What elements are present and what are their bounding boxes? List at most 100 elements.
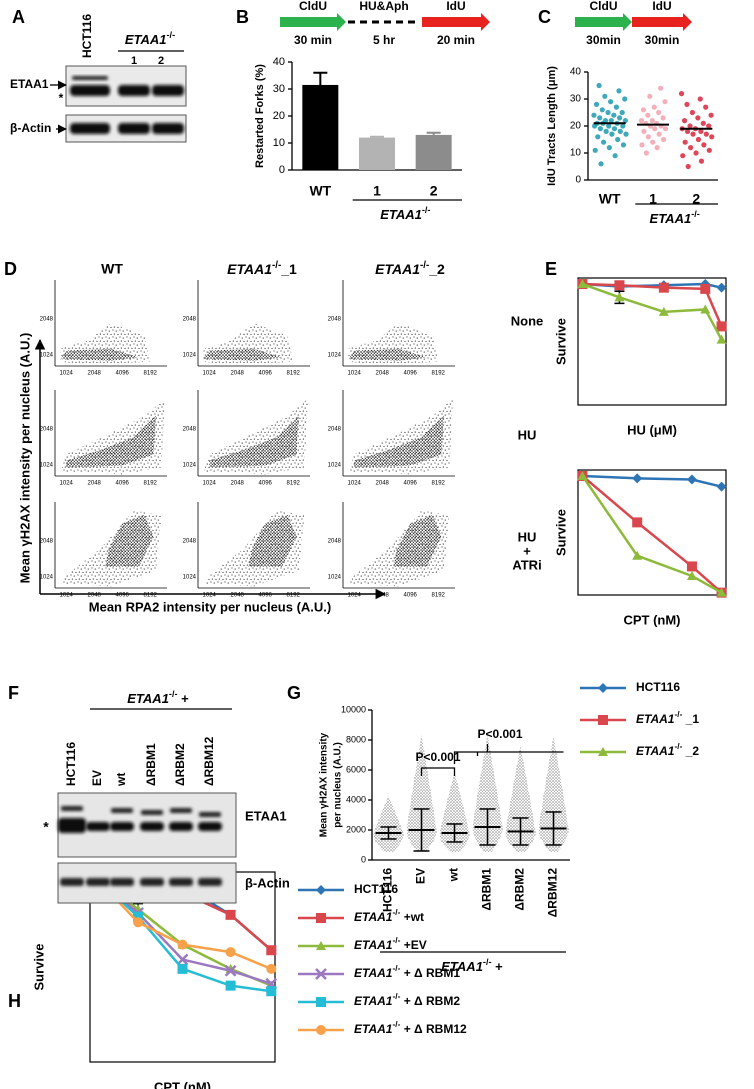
group-label: ETAA1-/- +	[441, 957, 503, 974]
band	[70, 85, 110, 96]
y-tick-label: 0	[575, 175, 581, 186]
timeline-label: CldU	[590, 0, 618, 13]
cell-x-tick-label: 8192	[287, 481, 301, 487]
marker	[632, 517, 643, 528]
data-point	[662, 99, 668, 105]
bar	[359, 137, 395, 170]
panel-label: D	[4, 259, 17, 279]
column-header: ETAA1-/-_1	[227, 260, 297, 277]
data-point	[615, 136, 621, 143]
data-point	[643, 150, 649, 156]
band	[60, 878, 84, 886]
band	[111, 808, 133, 813]
data-point	[654, 145, 660, 151]
y-axis-label: Mean γH2AX intensity per nucleus (A.U.)	[17, 333, 32, 584]
lane-label: 2	[158, 55, 164, 67]
column-header: WT	[101, 261, 123, 277]
marker	[686, 561, 697, 572]
bar	[302, 84, 339, 170]
plot-frame	[577, 277, 727, 406]
x-axis-label: HU (μM)	[627, 422, 677, 437]
panel-label: A	[12, 7, 25, 27]
cell-x-tick-label: 8192	[432, 371, 446, 377]
error-bar	[370, 135, 384, 138]
data-point	[645, 134, 651, 140]
marker	[716, 481, 727, 492]
cell-x-tick-label: 1024	[203, 371, 217, 377]
error-bar	[446, 823, 463, 843]
y-axis-label: Survive	[553, 509, 568, 556]
marker	[716, 587, 727, 597]
cell-x-tick-label: 4096	[404, 593, 418, 599]
data-point	[597, 115, 603, 121]
lane-label: HCT116	[64, 742, 78, 786]
y-axis-label: Survive	[553, 318, 568, 365]
marker	[225, 909, 236, 920]
data-point	[684, 101, 690, 107]
data-point	[645, 112, 651, 118]
cell-x-tick-label: 4096	[116, 481, 130, 487]
scatter-cloud-dense	[354, 415, 444, 468]
y-tick-label: 2000	[346, 824, 366, 834]
spread-cloud	[406, 735, 437, 852]
cell-y-tick-label: 1024	[40, 462, 54, 468]
cell-x-tick-label: 8192	[144, 481, 158, 487]
marker	[577, 279, 588, 289]
data-point	[656, 109, 662, 116]
data-point	[620, 142, 627, 148]
data-point	[689, 109, 696, 116]
legend-marker	[316, 997, 326, 1007]
legend-label: ETAA1-/- + Δ RBM2	[354, 991, 460, 1008]
cell-x-tick-label: 1024	[60, 371, 74, 377]
band	[86, 878, 110, 886]
y-tick-label: 6000	[346, 764, 366, 774]
band	[70, 123, 110, 134]
data-point	[608, 118, 614, 124]
data-point	[599, 107, 605, 113]
timeline-time: 30min	[645, 33, 680, 47]
error-bar	[380, 826, 397, 840]
data-point	[641, 128, 647, 134]
marker	[614, 292, 625, 302]
y-tick-label: 0	[279, 164, 285, 176]
cell-x-tick-label: 2048	[88, 371, 102, 377]
group-label: ETAA1-/-	[125, 30, 175, 47]
cell-x-tick-label: 2048	[231, 371, 245, 377]
data-point	[681, 118, 688, 124]
data-point	[695, 115, 701, 121]
y-axis-label: Mean γH2AX intensity	[319, 732, 330, 837]
data-point	[693, 150, 699, 156]
data-point	[662, 126, 669, 132]
cell-y-tick-label: 2048	[328, 426, 342, 432]
y-tick-label: 20	[570, 121, 582, 132]
data-point	[619, 109, 625, 116]
band	[152, 123, 184, 134]
cell-x-tick-label: 4096	[259, 371, 273, 377]
timeline-arrow	[632, 13, 692, 31]
data-point	[600, 139, 607, 145]
spread-cloud	[505, 746, 536, 852]
data-point	[597, 126, 603, 132]
data-point	[698, 128, 704, 134]
legend-label: ETAA1-/- + Δ RBM12	[354, 1019, 467, 1036]
lane-label: HCT116	[80, 14, 94, 58]
error-bar	[413, 808, 430, 852]
data-point	[678, 91, 685, 97]
scatter-cloud-dense	[248, 514, 297, 567]
band	[198, 822, 222, 831]
cell-x-tick-label: 8192	[144, 593, 158, 599]
marker	[177, 963, 188, 974]
lane-label: EV	[90, 770, 104, 786]
band	[198, 878, 222, 886]
cell-x-tick-label: 1024	[60, 593, 74, 599]
data-point	[680, 153, 686, 159]
x-tick-label: 2	[692, 191, 700, 207]
marker	[224, 964, 237, 977]
lane-label: ΔRBM12	[202, 736, 216, 786]
y-tick-label: 4000	[346, 794, 366, 804]
y-tick-label: 0	[361, 854, 366, 864]
spread-cloud	[472, 735, 503, 852]
cell-x-tick-label: 4096	[259, 593, 273, 599]
data-point	[701, 142, 707, 148]
data-point	[609, 131, 615, 137]
